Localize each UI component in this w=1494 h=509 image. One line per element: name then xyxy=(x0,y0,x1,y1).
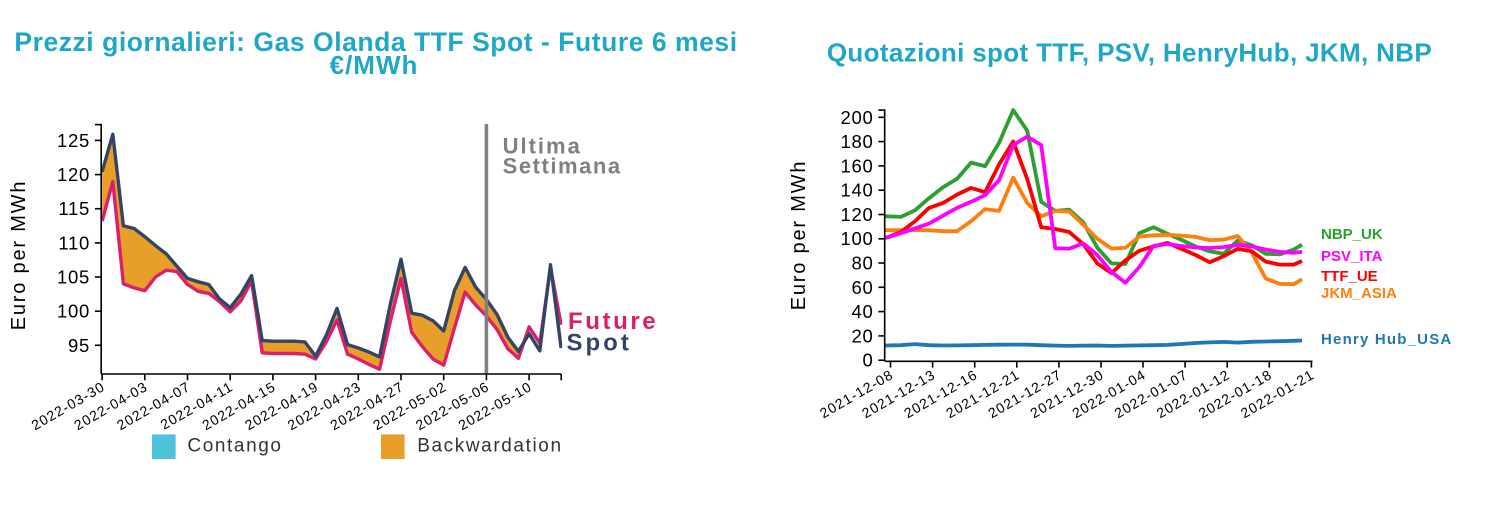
svg-text:Euro per MWh: Euro per MWh xyxy=(8,180,30,331)
svg-text:Prezzi giornalieri: Gas Olanda: Prezzi giornalieri: Gas Olanda TTF Spot … xyxy=(14,27,737,57)
svg-text:115: 115 xyxy=(58,198,90,219)
svg-text:140: 140 xyxy=(841,180,874,201)
svg-text:80: 80 xyxy=(852,253,874,274)
svg-text:120: 120 xyxy=(841,204,874,225)
svg-text:110: 110 xyxy=(58,232,90,253)
svg-text:Backwardation: Backwardation xyxy=(417,435,562,456)
svg-text:TTF_UE: TTF_UE xyxy=(1321,268,1378,285)
svg-text:JKM_ASIA: JKM_ASIA xyxy=(1321,285,1397,302)
svg-text:Euro per MWh: Euro per MWh xyxy=(788,160,810,311)
svg-text:PSV_ITA: PSV_ITA xyxy=(1321,248,1383,265)
svg-text:60: 60 xyxy=(852,277,874,298)
svg-text:125: 125 xyxy=(57,130,90,151)
svg-text:Spot: Spot xyxy=(567,330,632,357)
svg-text:20: 20 xyxy=(852,325,874,346)
svg-text:120: 120 xyxy=(57,164,90,185)
svg-text:200: 200 xyxy=(841,107,874,128)
svg-text:100: 100 xyxy=(841,228,874,249)
svg-text:Future: Future xyxy=(568,308,658,335)
svg-text:Settimana: Settimana xyxy=(503,153,622,178)
svg-text:Ultima: Ultima xyxy=(503,134,582,159)
svg-text:Quotazioni spot TTF, PSV, Henr: Quotazioni spot TTF, PSV, HenryHub, JKM,… xyxy=(827,38,1432,68)
svg-text:€/MWh: €/MWh xyxy=(330,50,419,80)
svg-text:Contango: Contango xyxy=(187,435,282,456)
svg-text:160: 160 xyxy=(841,155,874,176)
svg-text:NBP_UK: NBP_UK xyxy=(1321,226,1383,243)
svg-text:Henry Hub_USA: Henry Hub_USA xyxy=(1321,331,1452,348)
svg-text:95: 95 xyxy=(68,335,90,356)
svg-text:180: 180 xyxy=(841,131,874,152)
svg-text:0: 0 xyxy=(863,350,874,371)
svg-text:100: 100 xyxy=(57,301,90,322)
svg-text:105: 105 xyxy=(57,267,90,288)
svg-text:40: 40 xyxy=(852,301,874,322)
